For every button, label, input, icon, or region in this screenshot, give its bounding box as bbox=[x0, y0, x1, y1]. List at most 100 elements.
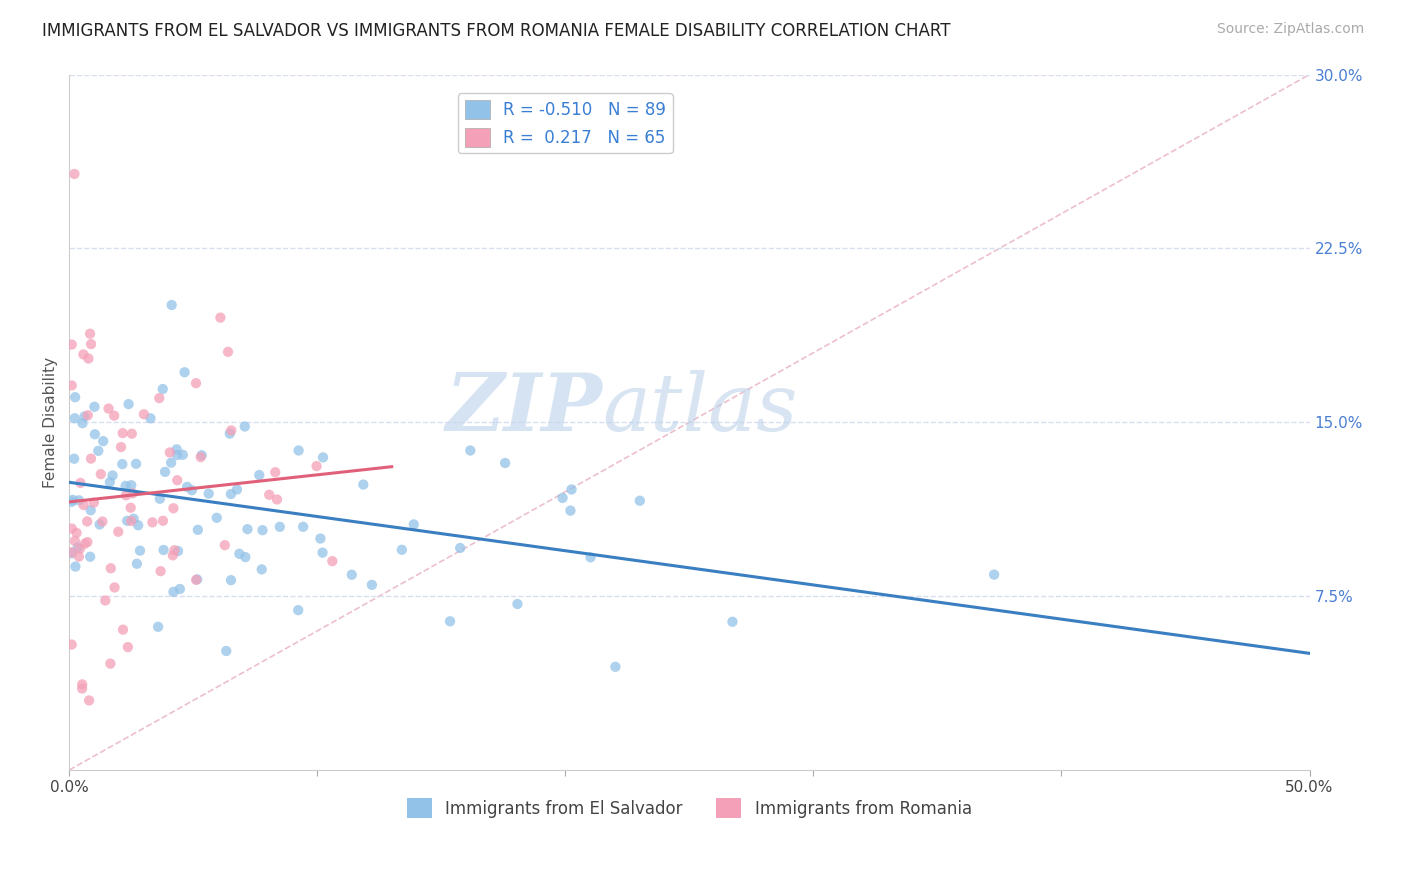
Point bbox=[235, 550, 257, 565]
Point bbox=[127, 518, 149, 533]
Point bbox=[73, 409, 96, 424]
Point bbox=[111, 623, 134, 637]
Point bbox=[101, 468, 124, 483]
Point bbox=[70, 681, 93, 696]
Point bbox=[63, 411, 86, 425]
Point bbox=[67, 493, 90, 508]
Point bbox=[76, 409, 98, 423]
Point bbox=[264, 465, 287, 479]
Point bbox=[721, 615, 744, 629]
Point bbox=[115, 514, 138, 528]
Point bbox=[205, 510, 228, 524]
Point bbox=[77, 351, 100, 366]
Point bbox=[63, 451, 86, 466]
Point bbox=[163, 543, 186, 558]
Point bbox=[176, 480, 198, 494]
Point bbox=[120, 514, 142, 528]
Point bbox=[149, 491, 172, 506]
Point bbox=[125, 557, 148, 571]
Point bbox=[494, 456, 516, 470]
Point bbox=[250, 562, 273, 576]
Point bbox=[67, 549, 90, 564]
Point bbox=[214, 538, 236, 552]
Point bbox=[186, 573, 208, 587]
Point bbox=[111, 457, 134, 471]
Point bbox=[100, 561, 122, 575]
Point bbox=[100, 657, 122, 671]
Point bbox=[114, 479, 136, 493]
Point bbox=[605, 660, 627, 674]
Point bbox=[287, 443, 309, 458]
Point bbox=[458, 443, 481, 458]
Point bbox=[217, 344, 239, 359]
Point bbox=[77, 693, 100, 707]
Point bbox=[340, 567, 363, 582]
Point bbox=[257, 488, 280, 502]
Point bbox=[152, 543, 174, 558]
Point bbox=[166, 448, 188, 462]
Point bbox=[91, 515, 114, 529]
Point bbox=[309, 532, 332, 546]
Point bbox=[560, 503, 582, 517]
Point bbox=[166, 473, 188, 487]
Point bbox=[146, 620, 169, 634]
Point bbox=[361, 578, 384, 592]
Point bbox=[561, 483, 583, 497]
Point bbox=[60, 495, 83, 509]
Point bbox=[162, 501, 184, 516]
Point bbox=[169, 582, 191, 596]
Point bbox=[173, 365, 195, 379]
Text: IMMIGRANTS FROM EL SALVADOR VS IMMIGRANTS FROM ROMANIA FEMALE DISABILITY CORRELA: IMMIGRANTS FROM EL SALVADOR VS IMMIGRANT… bbox=[42, 22, 950, 40]
Point bbox=[80, 337, 103, 351]
Point bbox=[103, 581, 125, 595]
Point bbox=[449, 541, 471, 555]
Point bbox=[266, 492, 288, 507]
Point bbox=[209, 310, 232, 325]
Point bbox=[117, 640, 139, 654]
Point bbox=[111, 426, 134, 441]
Point bbox=[402, 517, 425, 532]
Point bbox=[287, 603, 309, 617]
Point bbox=[152, 382, 174, 396]
Point bbox=[98, 475, 121, 490]
Point bbox=[352, 477, 374, 491]
Point bbox=[129, 543, 152, 558]
Point bbox=[269, 520, 291, 534]
Point bbox=[60, 522, 83, 536]
Point bbox=[72, 347, 94, 361]
Point bbox=[252, 523, 274, 537]
Point bbox=[115, 488, 138, 502]
Point bbox=[579, 550, 602, 565]
Point bbox=[228, 547, 250, 561]
Point bbox=[60, 378, 83, 392]
Point bbox=[62, 492, 84, 507]
Point bbox=[79, 549, 101, 564]
Point bbox=[121, 426, 143, 441]
Point bbox=[551, 491, 574, 505]
Point bbox=[73, 537, 96, 551]
Point bbox=[91, 434, 114, 449]
Point bbox=[60, 638, 83, 652]
Point bbox=[60, 546, 83, 560]
Point bbox=[391, 542, 413, 557]
Point bbox=[226, 483, 249, 497]
Point bbox=[219, 487, 242, 501]
Point bbox=[180, 483, 202, 498]
Point bbox=[125, 457, 148, 471]
Point bbox=[70, 677, 93, 691]
Point bbox=[160, 298, 183, 312]
Point bbox=[83, 400, 105, 414]
Point bbox=[103, 409, 125, 423]
Point bbox=[120, 478, 142, 492]
Point bbox=[72, 498, 94, 512]
Point bbox=[65, 525, 87, 540]
Point bbox=[80, 503, 103, 517]
Point bbox=[69, 475, 91, 490]
Point bbox=[63, 533, 86, 548]
Point bbox=[60, 545, 83, 559]
Point bbox=[63, 390, 86, 404]
Point bbox=[63, 167, 86, 181]
Point bbox=[166, 442, 188, 457]
Point bbox=[107, 524, 129, 539]
Text: atlas: atlas bbox=[603, 369, 799, 447]
